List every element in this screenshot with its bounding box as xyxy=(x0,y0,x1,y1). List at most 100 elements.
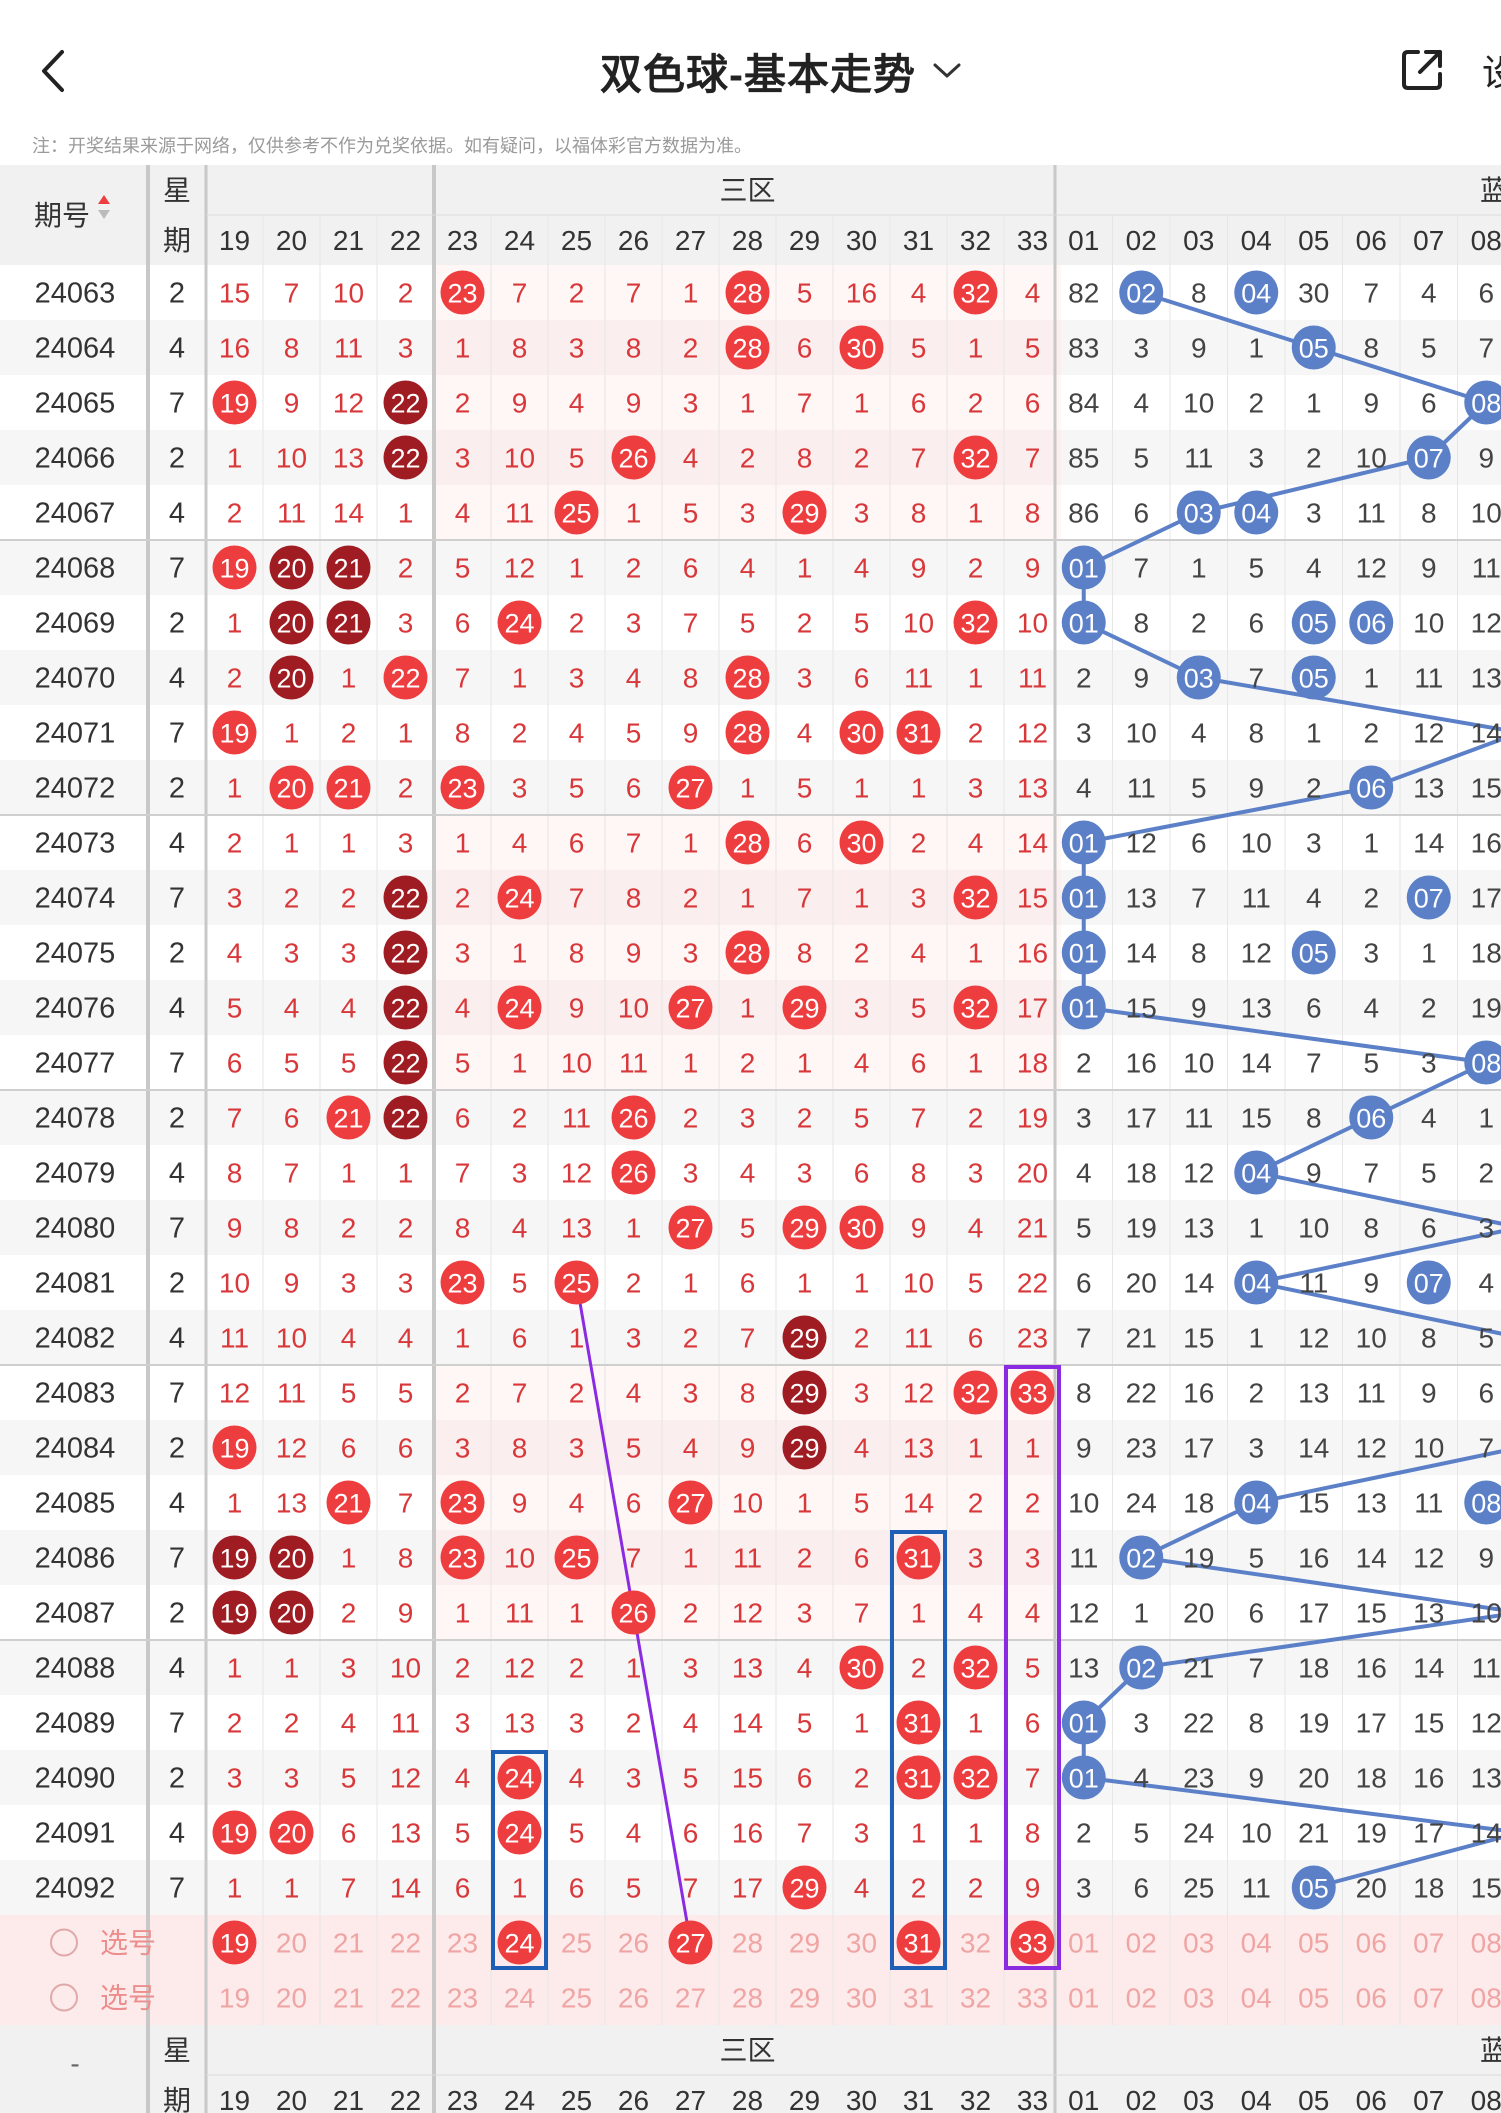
page-title[interactable]: 双色球-基本走势 xyxy=(600,36,962,106)
select-red-number[interactable]: 24 xyxy=(504,1983,535,2014)
select-blue-number[interactable]: 01 xyxy=(1068,1928,1099,1959)
blue-ball[interactable] xyxy=(1061,545,1106,590)
select-red-number[interactable]: 25 xyxy=(561,1928,592,1959)
select-blue-number[interactable]: 02 xyxy=(1126,1983,1157,2014)
red-ball[interactable] xyxy=(440,1480,485,1525)
blue-ball[interactable] xyxy=(1176,490,1221,535)
red-ball[interactable] xyxy=(725,820,770,865)
select-blue-number[interactable]: 08 xyxy=(1471,1928,1501,1959)
red-ball[interactable] xyxy=(953,875,998,920)
red-ball[interactable] xyxy=(383,435,428,480)
red-ball[interactable] xyxy=(1010,1370,1055,1415)
select-red-number[interactable]: 23 xyxy=(447,1983,478,2014)
blue-ball[interactable] xyxy=(1234,270,1279,315)
blue-ball[interactable] xyxy=(1349,1095,1394,1140)
blue-ball[interactable] xyxy=(1291,600,1336,645)
blue-ball[interactable] xyxy=(1119,1535,1164,1580)
red-ball[interactable] xyxy=(953,435,998,480)
blue-ball[interactable] xyxy=(1119,270,1164,315)
select-red-number[interactable]: 22 xyxy=(390,1983,421,2014)
red-ball[interactable] xyxy=(611,1150,656,1195)
blue-ball[interactable] xyxy=(1291,1865,1336,1910)
red-ball[interactable] xyxy=(269,655,314,700)
red-ball[interactable] xyxy=(269,545,314,590)
picked-red-ball[interactable] xyxy=(668,1920,713,1965)
red-ball[interactable] xyxy=(725,930,770,975)
red-ball[interactable] xyxy=(212,1535,257,1580)
red-ball[interactable] xyxy=(554,490,599,535)
red-ball[interactable] xyxy=(497,875,542,920)
red-ball[interactable] xyxy=(212,380,257,425)
red-ball[interactable] xyxy=(668,985,713,1030)
picked-red-ball[interactable] xyxy=(212,1920,257,1965)
blue-ball[interactable] xyxy=(1464,1040,1501,1085)
select-red-number[interactable]: 30 xyxy=(846,1983,877,2014)
select-blue-number[interactable]: 05 xyxy=(1298,1928,1329,1959)
blue-ball[interactable] xyxy=(1406,875,1451,920)
red-ball[interactable] xyxy=(383,930,428,975)
select-red-number[interactable]: 26 xyxy=(618,1928,649,1959)
sort-asc-icon[interactable] xyxy=(98,195,110,204)
back-arrow-icon[interactable] xyxy=(34,48,74,94)
blue-ball[interactable] xyxy=(1061,930,1106,975)
red-ball[interactable] xyxy=(440,1260,485,1305)
red-ball[interactable] xyxy=(725,270,770,315)
select-red-number[interactable]: 29 xyxy=(789,1928,820,1959)
red-ball[interactable] xyxy=(725,325,770,370)
chevron-down-icon[interactable] xyxy=(932,61,962,81)
red-ball[interactable] xyxy=(383,985,428,1030)
select-blue-number[interactable]: 02 xyxy=(1126,1928,1157,1959)
red-ball[interactable] xyxy=(725,655,770,700)
blue-ball[interactable] xyxy=(1176,655,1221,700)
blue-ball[interactable] xyxy=(1291,930,1336,975)
select-blue-number[interactable]: 07 xyxy=(1413,1928,1444,1959)
red-ball[interactable] xyxy=(269,1590,314,1635)
select-blue-number[interactable]: 04 xyxy=(1241,1983,1272,2014)
red-ball[interactable] xyxy=(440,765,485,810)
select-radio[interactable] xyxy=(50,1983,78,2012)
sort-desc-icon[interactable] xyxy=(98,210,110,219)
red-ball[interactable] xyxy=(611,435,656,480)
settings-button[interactable]: 设 xyxy=(1482,52,1501,93)
red-ball[interactable] xyxy=(383,1095,428,1140)
red-ball[interactable] xyxy=(269,765,314,810)
red-ball[interactable] xyxy=(782,1370,827,1415)
select-red-number[interactable]: 21 xyxy=(333,1928,364,1959)
select-red-number[interactable]: 21 xyxy=(333,1983,364,2014)
select-red-number[interactable]: 25 xyxy=(561,1983,592,2014)
select-blue-number[interactable]: 03 xyxy=(1183,1983,1214,2014)
select-red-number[interactable]: 23 xyxy=(447,1928,478,1959)
red-ball[interactable] xyxy=(212,545,257,590)
red-ball[interactable] xyxy=(497,1810,542,1855)
blue-ball[interactable] xyxy=(1234,490,1279,535)
red-ball[interactable] xyxy=(326,1480,371,1525)
red-ball[interactable] xyxy=(953,600,998,645)
blue-ball[interactable] xyxy=(1061,600,1106,645)
select-red-number[interactable]: 20 xyxy=(276,1983,307,2014)
red-ball[interactable] xyxy=(668,1205,713,1250)
blue-ball[interactable] xyxy=(1406,1260,1451,1305)
select-blue-number[interactable]: 03 xyxy=(1183,1928,1214,1959)
red-ball[interactable] xyxy=(782,1425,827,1470)
blue-ball[interactable] xyxy=(1234,1480,1279,1525)
select-blue-number[interactable]: 07 xyxy=(1413,1983,1444,2014)
select-red-number[interactable]: 20 xyxy=(276,1928,307,1959)
red-ball[interactable] xyxy=(212,710,257,755)
red-ball[interactable] xyxy=(953,270,998,315)
red-ball[interactable] xyxy=(212,1425,257,1470)
red-ball[interactable] xyxy=(611,1590,656,1635)
red-ball[interactable] xyxy=(668,1480,713,1525)
red-ball[interactable] xyxy=(896,1535,941,1580)
blue-ball[interactable] xyxy=(1061,820,1106,865)
red-ball[interactable] xyxy=(782,1205,827,1250)
red-ball[interactable] xyxy=(668,765,713,810)
red-ball[interactable] xyxy=(839,820,884,865)
select-red-number[interactable]: 30 xyxy=(846,1928,877,1959)
blue-ball[interactable] xyxy=(1464,380,1501,425)
select-red-number[interactable]: 26 xyxy=(618,1983,649,2014)
red-ball[interactable] xyxy=(953,1370,998,1415)
select-red-number[interactable]: 32 xyxy=(960,1983,991,2014)
red-ball[interactable] xyxy=(782,490,827,535)
red-ball[interactable] xyxy=(611,1095,656,1140)
red-ball[interactable] xyxy=(896,1755,941,1800)
